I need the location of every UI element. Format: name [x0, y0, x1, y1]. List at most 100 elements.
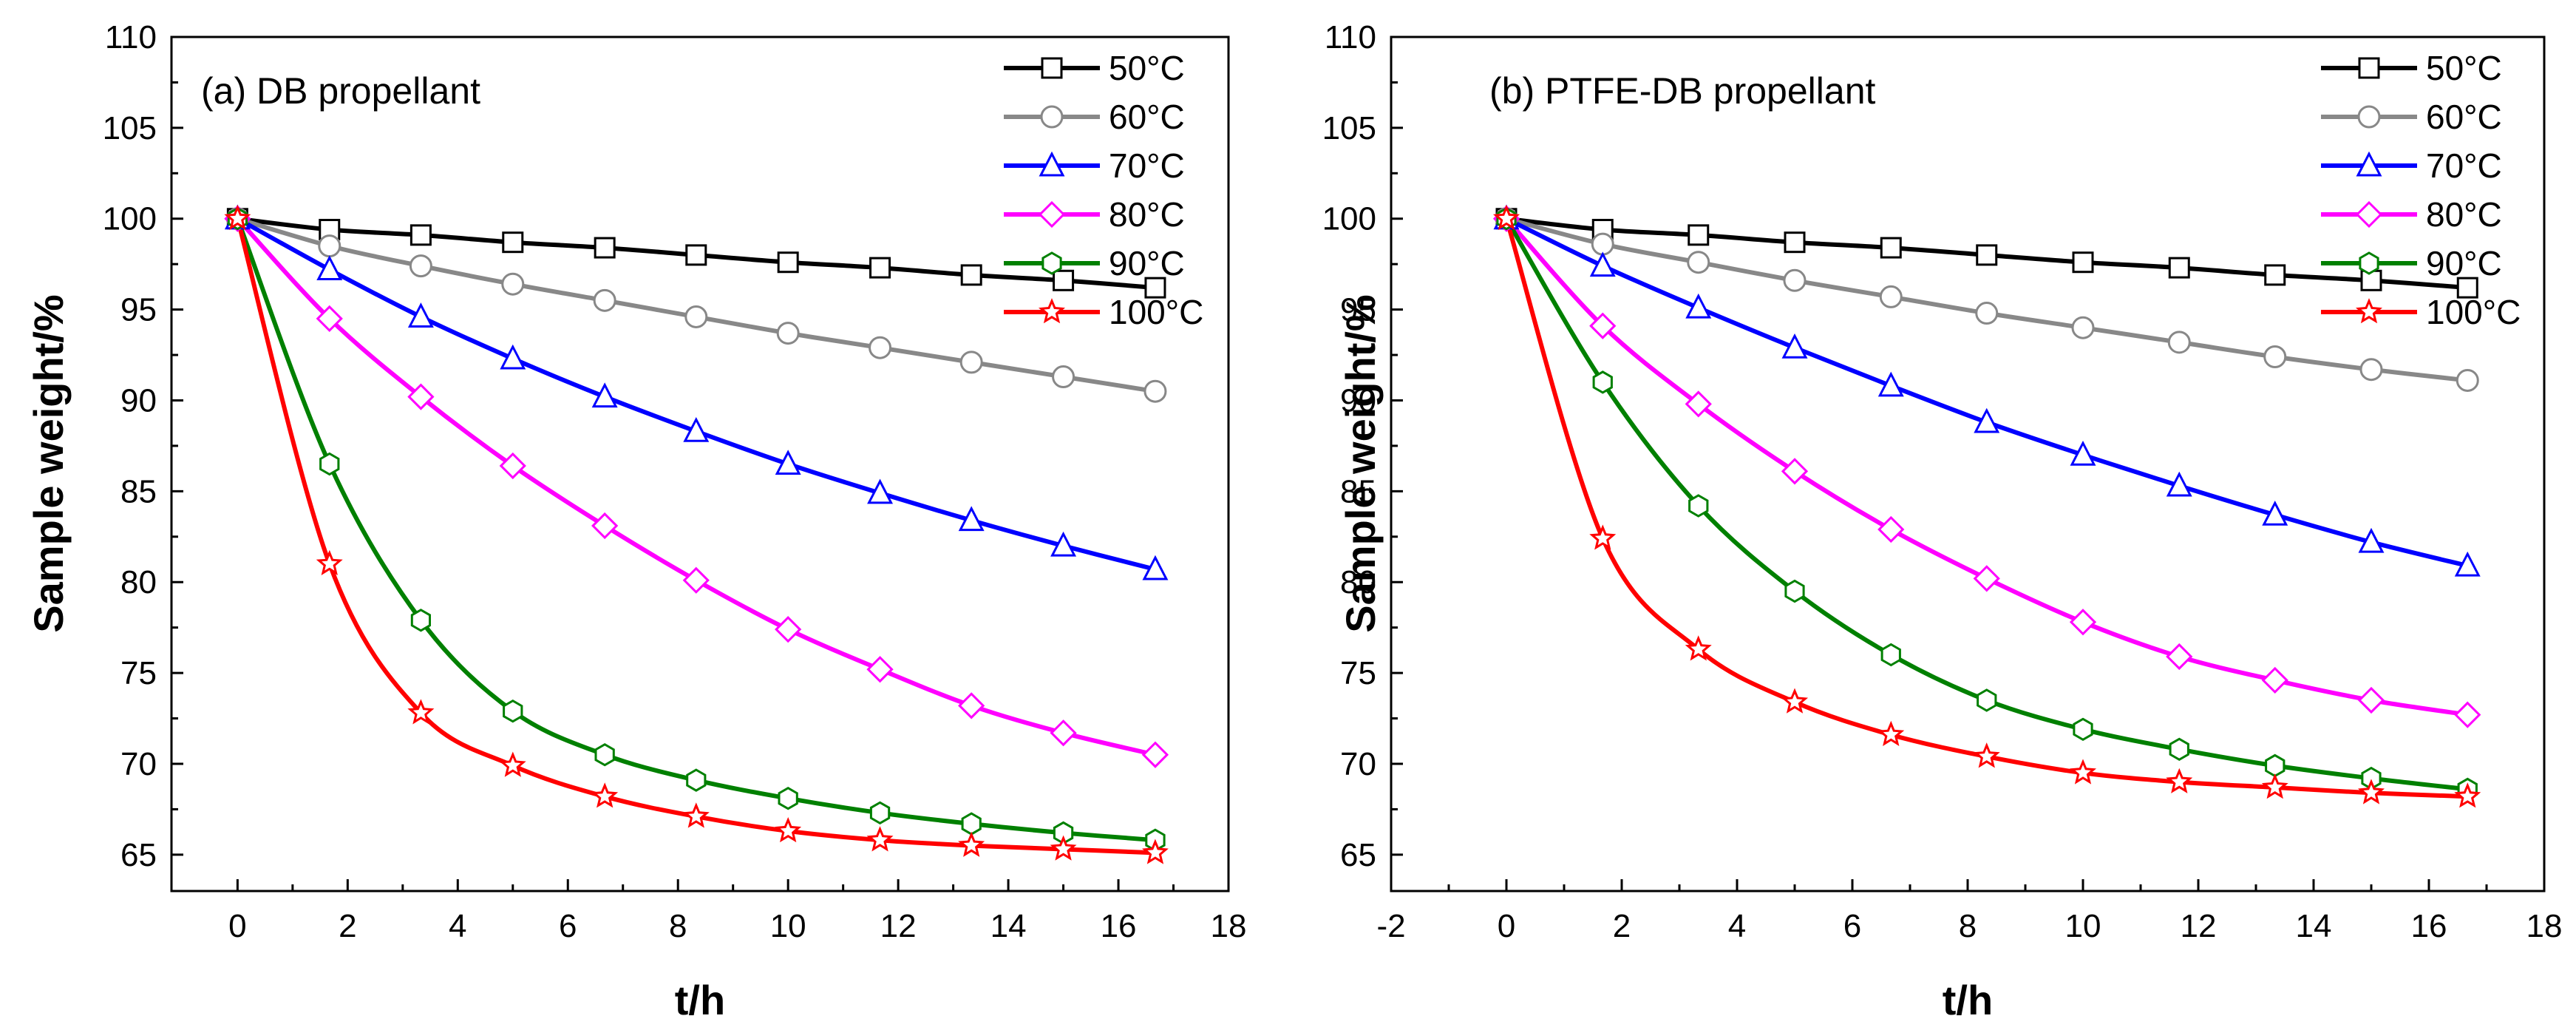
y-tick-label: 80	[1340, 564, 1376, 600]
data-point	[686, 768, 707, 792]
legend-label: 80°C	[1109, 195, 1185, 234]
chart-panel-b: (b) PTFE-DB propellant Sample weight/% t…	[1322, 19, 2563, 1023]
x-axis-label: t/h	[675, 977, 725, 1023]
chart-title: (a) DB propellant	[201, 70, 480, 112]
data-point	[1781, 458, 1809, 485]
data-point	[2261, 666, 2288, 694]
legend-marker	[1041, 57, 1063, 79]
data-point	[2358, 527, 2385, 553]
legend-label: 60°C	[2426, 98, 2502, 136]
legend-marker	[1038, 298, 1066, 324]
y-tick-label: 105	[1322, 110, 1376, 146]
y-tick-label: 110	[1325, 19, 1376, 55]
data-point	[593, 288, 616, 312]
y-tick-label: 100	[103, 201, 157, 237]
data-point	[2169, 737, 2189, 762]
x-tick-label: 2	[1613, 908, 1631, 944]
data-point	[2168, 257, 2190, 279]
data-point	[867, 478, 894, 504]
x-tick-label: 0	[1498, 908, 1515, 944]
chart-panel-a: (a) DB propellant Sample weight/% t/h 0 2…	[25, 19, 1246, 1023]
y-tick-label: 95	[1340, 292, 1376, 328]
y-tick-label: 75	[1340, 655, 1376, 691]
data-point	[1973, 742, 2000, 768]
x-tick-label: 12	[2181, 908, 2217, 944]
series-line-3	[236, 217, 1156, 757]
series-line-2	[236, 217, 1156, 572]
x-tick-label: -2	[1376, 908, 1405, 944]
y-tick-label: 95	[120, 292, 157, 328]
x-tick-label: 4	[449, 908, 466, 944]
data-point	[1688, 494, 1709, 518]
legend-label: 70°C	[2426, 146, 2502, 185]
data-point	[1974, 407, 2000, 433]
data-point	[499, 751, 526, 777]
x-axis-label: t/h	[1943, 977, 1993, 1023]
legend-label: 80°C	[2426, 195, 2502, 234]
y-tick-label: 70	[1340, 746, 1376, 782]
data-point	[2072, 251, 2094, 274]
y-tick-label: 90	[120, 382, 157, 419]
data-point	[685, 244, 707, 266]
data-point	[1781, 333, 1808, 359]
data-point	[2454, 701, 2481, 728]
data-point	[2264, 264, 2286, 286]
x-tick-label: 8	[669, 908, 687, 944]
data-point	[1144, 277, 1166, 299]
data-point	[1591, 232, 1614, 256]
data-point	[958, 692, 985, 719]
data-point	[2166, 643, 2193, 671]
data-point	[775, 450, 801, 475]
data-point	[778, 786, 798, 810]
series-line-4	[1504, 217, 2468, 792]
data-point	[594, 237, 616, 259]
data-point	[869, 257, 891, 279]
data-point	[1879, 285, 1903, 308]
data-point	[2454, 782, 2481, 808]
data-point	[1975, 302, 1999, 325]
data-point	[960, 264, 982, 286]
data-point	[2166, 471, 2192, 497]
legend-label: 90°C	[2426, 244, 2502, 282]
legend-label: 100°C	[2426, 293, 2521, 331]
series-line-1	[1506, 216, 2468, 383]
y-tick-label: 80	[120, 564, 157, 600]
y-tick-label: 70	[120, 746, 157, 782]
data-point	[2166, 768, 2193, 793]
data-point	[591, 512, 619, 540]
data-point	[1142, 839, 1169, 864]
data-point	[407, 383, 435, 410]
data-point	[684, 305, 708, 328]
legend-label: 90°C	[1109, 244, 1185, 282]
data-point	[2357, 686, 2385, 714]
x-tick-label: 2	[339, 908, 356, 944]
data-point	[1685, 635, 1712, 661]
data-point	[1592, 370, 1613, 394]
y-tick-label: 110	[105, 19, 157, 55]
data-point	[591, 782, 619, 808]
data-point	[866, 826, 894, 852]
legend-marker	[2355, 298, 2383, 324]
data-point	[1976, 244, 1998, 266]
y-tick-label: 85	[120, 473, 157, 509]
data-point	[1141, 741, 1169, 768]
x-tick-label: 10	[770, 908, 806, 944]
y-tick-label: 75	[120, 655, 157, 691]
data-point	[1589, 251, 1616, 277]
legend-marker	[2359, 251, 2379, 275]
series-line-2	[1505, 217, 2469, 569]
legend-marker	[2356, 151, 2382, 177]
data-point	[1143, 379, 1167, 403]
legend-marker	[1039, 151, 1065, 177]
data-point	[2069, 759, 2097, 785]
data-point	[1781, 688, 1809, 714]
y-tick-label: 100	[1322, 201, 1376, 237]
data-point	[410, 609, 431, 632]
data-point	[2357, 779, 2385, 805]
data-point	[1492, 204, 1520, 231]
x-tick-label: 6	[559, 908, 577, 944]
data-point	[591, 382, 618, 408]
series-line-4	[235, 217, 1156, 843]
data-point	[776, 322, 800, 345]
data-point	[500, 344, 526, 370]
